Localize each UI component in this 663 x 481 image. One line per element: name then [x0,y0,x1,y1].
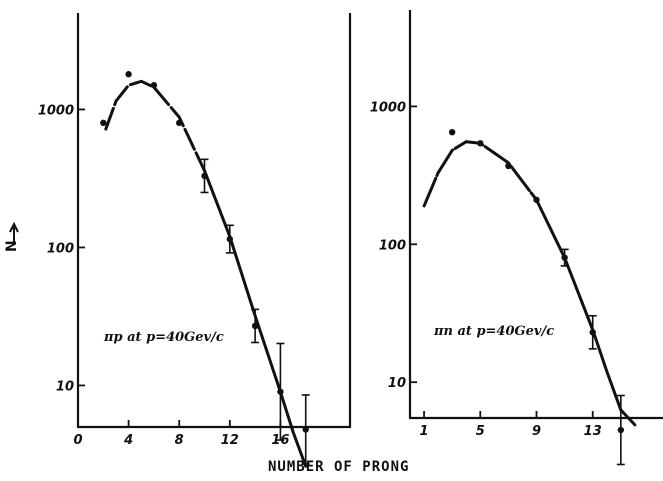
fit-curve-rising [104,79,206,173]
x-tick-label: 8 [175,433,184,448]
plot-area-left [100,71,310,468]
data-point [100,119,107,127]
data-point [251,322,259,330]
y-axis-label-text: N [4,240,20,252]
data-point [226,235,234,243]
plot-area-right [422,128,637,466]
annotation-right: πn at p=40Gev/c [433,324,554,339]
data-point [448,128,456,136]
fit-curve-falling [535,198,637,427]
y-axis-label-arrowhead [9,221,19,233]
y-axis-label: N [4,221,20,252]
data-point [617,426,625,434]
y-tick-label: 10 [388,376,406,391]
axes-frame-left [76,13,352,429]
x-tick-label: 5 [476,424,485,439]
y-tick-label: 1000 [38,103,74,118]
x-tick-label: 4 [123,433,133,448]
data-point [277,388,284,395]
tick-group-right: 1 5 9 13 10 100 1000 [370,100,602,439]
y-tick-label: 10 [56,379,74,394]
data-point [505,162,512,170]
annotation-left: πp at p=40Gev/c [103,330,224,345]
data-point [589,329,596,336]
data-point [201,172,208,180]
data-point [302,426,309,433]
axes-frame-right [408,10,663,420]
x-axis-label: NUMBER OF PRONG [268,459,409,475]
fit-curve-falling [203,169,308,468]
fit-curve-rising [422,140,538,208]
data-point [477,140,484,147]
y-tick-label: 1000 [370,100,406,115]
y-tick-label: 100 [47,241,74,256]
data-point [561,254,568,261]
x-tick-label: 0 [73,433,82,448]
data-point [150,81,158,89]
x-tick-label: 9 [532,424,541,439]
x-tick-label: 13 [584,424,602,439]
data-point [176,119,183,127]
tick-group-left: 0481216101001000 [38,103,290,448]
data-point [533,196,540,204]
y-tick-label: 100 [379,238,406,253]
panel-pn: 1 5 9 13 10 100 1000 πn at p=40Gev/c [370,10,663,466]
x-tick-label: 1 [420,424,429,439]
data-point [125,71,132,78]
x-tick-label: 12 [221,433,239,448]
panel-pp: 0481216101001000 πp at p=40Gev/c [38,13,352,468]
